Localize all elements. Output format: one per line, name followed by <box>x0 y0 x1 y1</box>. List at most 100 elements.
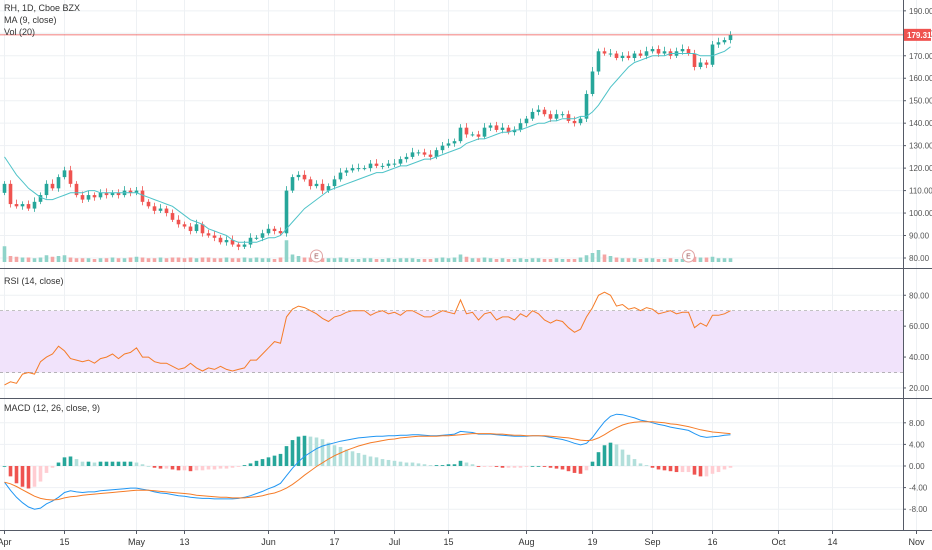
ma-legend: MA (9, close) <box>4 15 57 25</box>
macd-histogram-bar <box>692 466 697 475</box>
volume-bar <box>632 258 637 262</box>
candle-body <box>38 195 43 202</box>
volume-bar <box>512 259 517 262</box>
time-tick-label: 16 <box>707 537 717 547</box>
macd-histogram-bar <box>308 436 313 466</box>
candle-body <box>404 156 409 160</box>
candle-body <box>320 183 325 191</box>
macd-histogram-bar <box>158 466 163 469</box>
macd-histogram-bar <box>572 466 577 473</box>
candle-body <box>74 183 79 196</box>
volume-bar <box>164 258 169 262</box>
volume-bar <box>194 258 199 262</box>
volume-bar <box>692 256 697 262</box>
macd-histogram-bar <box>566 466 571 472</box>
candle <box>188 222 193 235</box>
volume-bar <box>656 259 661 262</box>
candle <box>92 192 97 201</box>
candle-body <box>374 163 379 166</box>
earnings-marker-label: E <box>686 254 691 261</box>
candle <box>290 174 295 193</box>
macd-histogram-bar <box>530 466 535 467</box>
macd-histogram-bar <box>188 466 193 472</box>
candle-body <box>440 145 445 151</box>
candle <box>566 110 571 124</box>
macd-histogram-bar <box>296 436 301 466</box>
macd-histogram-bar <box>494 466 499 467</box>
candle-body <box>86 195 91 200</box>
candle <box>590 67 595 97</box>
candle <box>716 37 721 48</box>
macd-histogram-bar <box>236 466 241 467</box>
volume-bar <box>674 259 679 262</box>
price-tick-label: 120.00 <box>909 164 932 173</box>
candle <box>134 186 139 196</box>
candle <box>542 107 547 117</box>
candle-body <box>80 195 85 200</box>
candle <box>26 200 31 211</box>
volume-bar <box>500 258 505 262</box>
macd-histogram-bar <box>26 466 31 489</box>
rsi-band-lines <box>0 310 903 373</box>
volume-bar <box>326 258 331 262</box>
volume-bar <box>392 259 397 262</box>
macd-histogram-bar <box>68 456 73 466</box>
volume-bar <box>626 258 631 262</box>
candle <box>146 199 151 209</box>
macd-tick-label: 0.00 <box>909 462 925 471</box>
volume-bar <box>620 258 625 262</box>
volume-bar <box>338 257 343 262</box>
candle-body <box>152 206 157 211</box>
candle-body <box>176 219 181 225</box>
candle <box>350 164 355 173</box>
candle-body <box>224 240 229 243</box>
volume-bar <box>350 259 355 262</box>
volume-bar <box>386 258 391 262</box>
macd-histogram-bar <box>662 466 667 471</box>
volume-bar <box>242 257 247 262</box>
candle <box>722 37 727 45</box>
volume-bar <box>362 258 367 262</box>
candle <box>608 49 613 57</box>
candle <box>110 190 115 198</box>
macd-histogram-bar <box>728 466 733 468</box>
candle <box>710 40 715 68</box>
volume-bar <box>554 258 559 262</box>
candle-body <box>488 125 493 128</box>
candle <box>266 224 271 236</box>
macd-histogram-bar <box>62 457 67 466</box>
candle-body <box>494 125 499 130</box>
candle-body <box>182 224 187 227</box>
macd-histogram-bar <box>584 466 589 471</box>
candle <box>218 235 223 245</box>
candle-body <box>536 109 541 112</box>
volume-bar <box>530 258 535 262</box>
candle-body <box>44 183 49 196</box>
volume-bar <box>236 258 241 262</box>
candle-body <box>356 168 361 170</box>
symbol-legend: RH, 1D, Cboe BZX <box>4 3 80 13</box>
candle <box>674 47 679 59</box>
candle-body <box>614 53 619 59</box>
candle-body <box>50 183 55 189</box>
candle-body <box>416 152 421 154</box>
last-price-tag-box <box>904 28 931 41</box>
time-tick-label: May <box>128 537 146 547</box>
macd-histogram-bar <box>140 464 145 466</box>
volume-bar <box>440 257 445 262</box>
volume-bar <box>182 258 187 262</box>
candle-body <box>578 118 583 124</box>
candle <box>248 233 253 248</box>
volume-bar <box>290 254 295 262</box>
candle-body <box>386 163 391 166</box>
price-axis: 190.00180.00170.00160.00150.00140.00130.… <box>903 7 932 514</box>
candle <box>692 49 697 71</box>
price-tick-label: 90.00 <box>909 232 930 241</box>
candle-body <box>644 51 649 56</box>
macd-histogram-bar <box>104 461 109 466</box>
candle-body <box>278 231 283 234</box>
macd-histogram-bar <box>416 463 421 466</box>
macd-histogram-bar <box>110 461 115 466</box>
macd-histogram-bar <box>338 446 343 466</box>
candle-body <box>506 127 511 133</box>
